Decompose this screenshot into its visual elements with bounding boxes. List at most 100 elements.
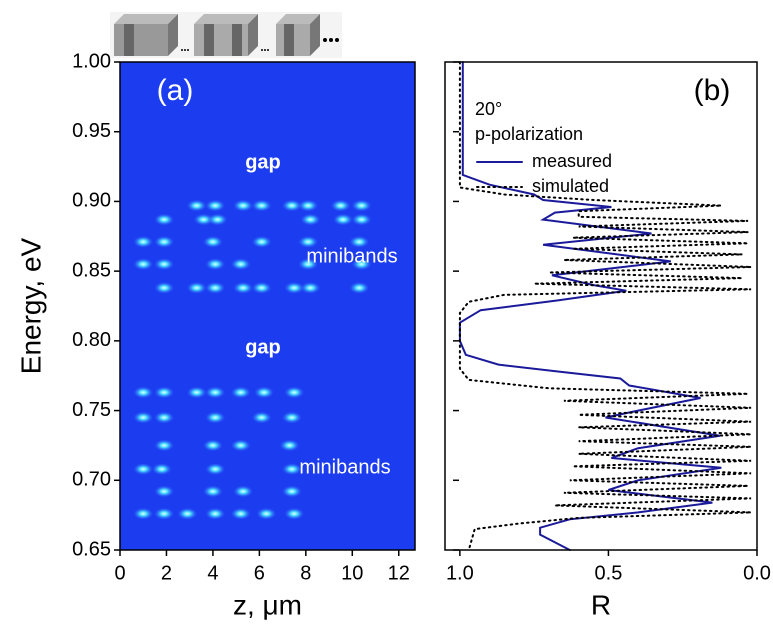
heatmap-spot (177, 507, 198, 520)
heatmap-spot (298, 258, 319, 271)
y-tick-label: 0.70 (72, 469, 111, 491)
heatmap-spot (233, 281, 254, 294)
heatmap-spot (205, 199, 226, 212)
heatmap-spot (193, 213, 214, 226)
heatmap-spot (133, 386, 154, 399)
heatmap-spot (205, 463, 226, 476)
heatmap-spot (133, 258, 154, 271)
heatmap-spot (154, 386, 175, 399)
annotation: minibands (306, 245, 397, 267)
y-axis-label: Energy, eV (15, 237, 46, 374)
heatmap-spot (186, 386, 207, 399)
x-tick-label: 0.5 (595, 562, 623, 584)
y-tick-label: 0.85 (72, 259, 111, 281)
annotation: gap (245, 151, 281, 173)
x-tick-label: 8 (300, 562, 311, 584)
x-tick-label: 6 (254, 562, 265, 584)
annotation: minibands (299, 456, 390, 478)
structure-icons (110, 12, 342, 58)
heatmap-spot (133, 507, 154, 520)
heatmap-spot (202, 439, 223, 452)
heatmap-spot (186, 281, 207, 294)
heatmap-spot (351, 213, 372, 226)
heatmap-spot (230, 507, 251, 520)
series-line (458, 61, 722, 551)
plot-frame (119, 61, 416, 551)
heatmap-spot (151, 463, 172, 476)
heatmap-spot (133, 411, 154, 424)
x-axis-label: R (591, 589, 611, 620)
y-tick-label: 0.65 (72, 538, 111, 560)
y-tick-label: 0.80 (72, 329, 111, 351)
heatmap-spot (154, 439, 175, 452)
x-axis-label: z, μm (233, 589, 302, 620)
heatmap-spot (133, 463, 154, 476)
x-tick-label: 2 (161, 562, 172, 584)
y-tick-label: 0.90 (72, 190, 111, 212)
panel-label: (b) (694, 74, 731, 107)
y-tick-label: 0.75 (72, 399, 111, 421)
plot-frame (444, 61, 758, 551)
heatmap-spot (281, 411, 302, 424)
heatmap-spot (281, 463, 302, 476)
heatmap-spot (300, 281, 321, 294)
heatmap-spot (154, 258, 175, 271)
heatmap-spot (281, 485, 302, 498)
plots: 0 2 4 6 8 10 12 0.65 0.70 0.75 0.80 0.85 0.90 0.95 1.0… (15, 50, 771, 620)
heatmap-spot (300, 213, 321, 226)
heatmap-spot (351, 199, 372, 212)
legend-label: measured (532, 151, 612, 171)
heatmap-spot (186, 199, 207, 212)
heatmap-spot (207, 213, 228, 226)
heatmap-spot (279, 439, 300, 452)
heatmap-spot (349, 235, 370, 248)
heatmap-spot (251, 235, 272, 248)
y-tick-label: 1.00 (72, 50, 111, 72)
heatmap-spot (233, 485, 254, 498)
heatmap-spot (281, 199, 302, 212)
heatmap-spot (202, 235, 223, 248)
x-tick-label: 1.0 (446, 562, 474, 584)
heatmap-spot (205, 411, 226, 424)
heatmap-spot (251, 199, 272, 212)
heatmap-spot (230, 386, 251, 399)
heatmap-spot (154, 235, 175, 248)
panel-label: (a) (157, 74, 194, 107)
heatmap-spot (154, 411, 175, 424)
heatmap-spot (284, 507, 305, 520)
heatmap-spot (154, 485, 175, 498)
x-tick-label: 4 (207, 562, 218, 584)
heatmap-spot (230, 439, 251, 452)
heatmap-spot (154, 281, 175, 294)
heatmap-spot (332, 213, 353, 226)
x-tick-label: 12 (388, 562, 410, 584)
annotation: p-polarization (475, 124, 583, 144)
heatmap-spot (330, 199, 351, 212)
heatmap-spot (251, 411, 272, 424)
x-tick-label: 0 (114, 562, 125, 584)
heatmap-spot (233, 199, 254, 212)
heatmap-spot (256, 507, 277, 520)
x-tick-label: 10 (341, 562, 363, 584)
annotation: gap (245, 336, 281, 358)
heatmap-spot (298, 199, 319, 212)
y-tick-label: 0.95 (72, 120, 111, 142)
heatmap (133, 199, 372, 520)
heatmap-spot (205, 386, 226, 399)
heatmap-spot (298, 235, 319, 248)
series-line (458, 61, 752, 551)
heatmap-spot (205, 507, 226, 520)
heatmap-spot (154, 213, 175, 226)
heatmap-spot (205, 258, 226, 271)
heatmap-spot (351, 258, 372, 271)
heatmap-spot (254, 386, 275, 399)
heatmap-spot (349, 281, 370, 294)
heatmap-spot (205, 281, 226, 294)
heatmap-spot (133, 235, 154, 248)
heatmap-spot (202, 485, 223, 498)
heatmap-spot (284, 281, 305, 294)
heatmap-spot (284, 386, 305, 399)
legend-label: simulated (532, 176, 609, 196)
heatmap-spot (154, 507, 175, 520)
